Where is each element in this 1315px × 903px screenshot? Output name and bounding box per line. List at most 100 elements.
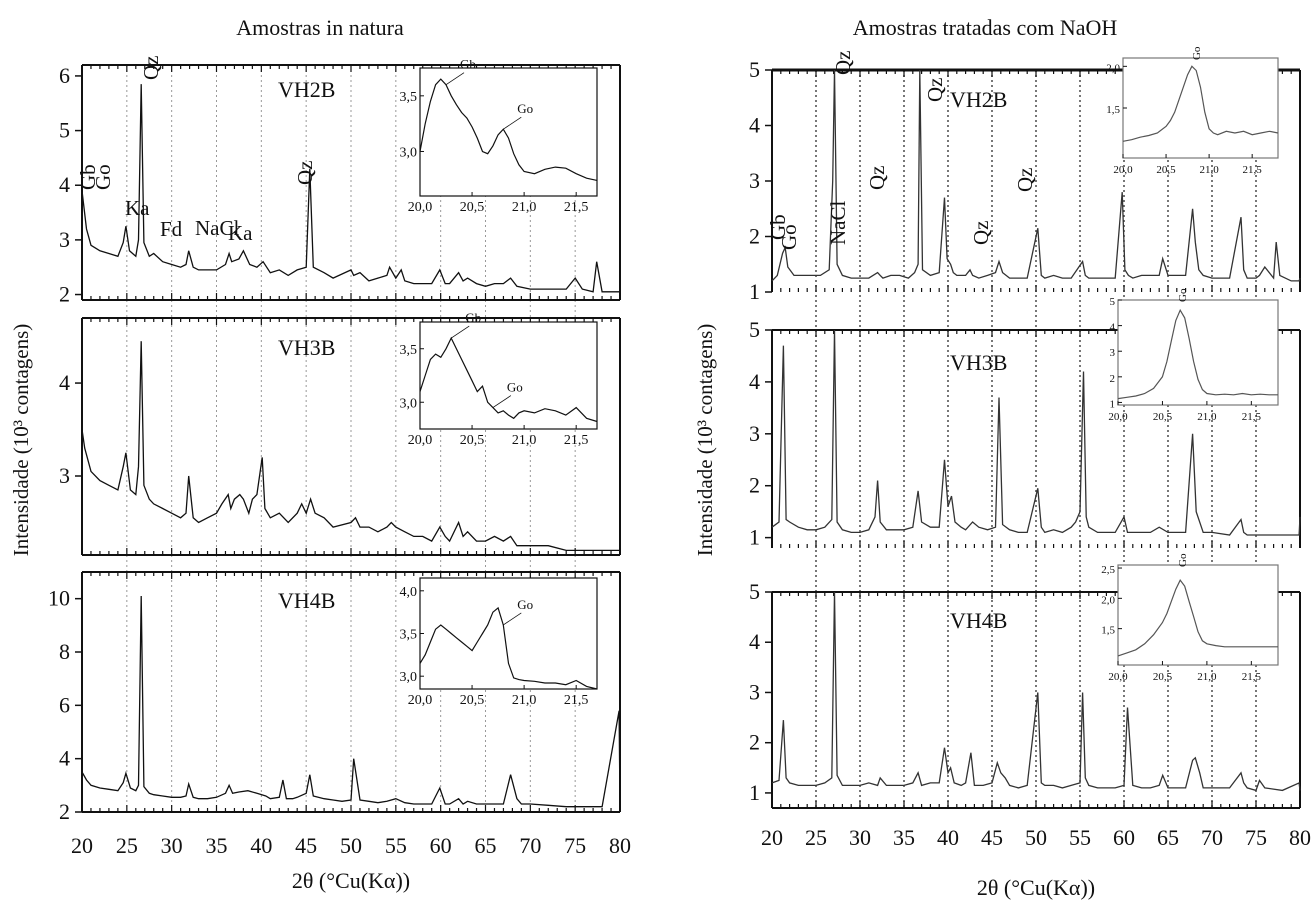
y-tick-label: 5 [59,118,70,143]
inset-x-tick-label: 20,5 [1156,164,1176,176]
y-tick-label: 6 [59,63,70,88]
diffractogram-line [81,341,620,552]
y-tick-label: 10 [48,586,70,611]
x-tick-label: 45 [295,833,317,858]
inset-x-tick-label: 20,0 [1108,671,1128,683]
x-tick-label: 80 [609,833,631,858]
chart-2: Amostras tratadas com NaOH Intensidade (1… [693,15,1311,900]
inset-x-tick-label: 21,5 [564,200,589,215]
y-tick-label: 4 [749,113,760,138]
x-tick-label: 40 [937,825,959,850]
inset-x-tick-label: 20,0 [1113,164,1133,176]
y-tick-label: 1 [749,780,760,805]
x-tick-label: 20 [71,833,93,858]
y-tick-label: 1 [749,525,760,550]
peak-label: Qz [969,221,993,246]
x-tick-label: 55 [1069,825,1091,850]
x-tick-label: 80 [1289,825,1311,850]
sample-label: VH2B [278,77,335,102]
inset-line [1117,579,1278,657]
x-tick-label: 65 [1157,825,1179,850]
inset-frame [419,67,598,197]
grid-lines [815,70,1257,808]
inset-peak-label: Gb [465,310,481,325]
inset-vh4b: 20,0 20,5 21,0 21,5 1,5 2,0 2,5 Go [1101,553,1279,683]
inset-vh2b: 20,0 20,5 21,0 21,5 3,0 3,5 Gb Go [400,57,598,215]
inset-x-tick-label: 20,5 [460,200,485,215]
y-tick-label: 2 [749,730,760,755]
inset-x-tick-label: 21,5 [1242,411,1262,423]
inset-y-tick-label: 4,0 [400,585,418,600]
inset-label-leader [503,116,522,130]
diffractogram-line [81,84,620,293]
x-tick-label: 70 [519,833,541,858]
panel-vh4b: 2 4 6 8 10 VH4B 20,0 20,5 21,0 21,5 3,0 3,5 4,0 Go [48,571,621,824]
x-tick-label: 30 [161,833,183,858]
x-tick-label: 70 [1201,825,1223,850]
chart-1: Amostras in natura Intensidade (10³ conta… [9,15,631,893]
inset-vh3b: 20,0 20,5 21,0 21,5 3,0 3,5 Gb Go [400,310,598,448]
x-axis-label: 2θ (°Cu(Kα)) [292,868,410,893]
inset-label-leader [451,325,470,339]
inset-x-tick-label: 20,0 [1108,411,1128,423]
inset-y-tick-label: 2 [1110,373,1116,385]
x-tick-label: 35 [206,833,228,858]
x-tick-label: 45 [981,825,1003,850]
y-tick-label: 4 [749,369,760,394]
x-tick-label: 35 [893,825,915,850]
inset-y-tick-label: 3,0 [400,396,418,411]
inset-y-tick-label: 1,5 [1101,625,1115,637]
diffractogram-line [771,591,1301,792]
inset-y-tick-label: 5 [1110,296,1116,308]
sample-label: VH2B [950,87,1007,112]
inset-peak-label: Gb [460,57,476,72]
inset-x-tick-label: 21,0 [1197,671,1217,683]
inset-peak-label: Go [1191,46,1203,60]
inset-peak-label: Go [1177,288,1189,302]
x-tick-label: 30 [849,825,871,850]
inset-line [419,606,598,690]
inset-x-tick-label: 20,0 [408,693,433,708]
y-tick-label: 4 [749,629,760,654]
y-tick-label: 1 [749,279,760,304]
x-tick-label: 25 [805,825,827,850]
y-tick-label: 2 [749,224,760,249]
y-tick-label: 3 [749,679,760,704]
y-tick-label: 3 [59,463,70,488]
peak-label: Qz [923,78,947,103]
y-axis-label: Intensidade (10³ contagens) [9,324,33,557]
peak-label: Ka [228,221,253,245]
peak-label: Fd [160,217,183,241]
inset-peak-label: Go [507,380,523,395]
peak-label: Qz [831,51,855,76]
sample-label: VH3B [278,335,335,360]
inset-y-tick-label: 4 [1110,322,1116,334]
x-axis-label: 2θ (°Cu(Kα)) [977,875,1095,900]
inset-frame [1117,299,1279,406]
inset-x-tick-label: 21,5 [1242,671,1262,683]
inset-x-tick-label: 21,5 [564,433,589,448]
x-tick-label: 50 [340,833,362,858]
diffractogram-line [81,595,621,808]
inset-y-tick-label: 3,5 [400,343,418,358]
x-tick-label: 25 [116,833,138,858]
inset-x-tick-label: 20,5 [1153,411,1173,423]
inset-y-tick-label: 3 [1110,347,1116,359]
inset-y-tick-label: 1 [1110,398,1116,410]
inset-y-tick-label: 3,5 [400,90,418,105]
y-tick-label: 3 [749,168,760,193]
inset-y-tick-label: 3,5 [400,628,418,643]
peak-label: Gb [76,164,100,190]
y-tick-label: 5 [749,579,760,604]
chart-title: Amostras in natura [236,15,404,40]
y-tick-label: 6 [59,692,70,717]
y-tick-label: 2 [59,282,70,307]
inset-vh2b: 20,0 20,5 21,0 21,5 1,5 2,0 Go [1106,46,1279,176]
inset-y-tick-label: 3,0 [400,670,418,685]
x-tick-label: 40 [250,833,272,858]
inset-label-leader [445,72,465,86]
inset-x-tick-label: 21,5 [1243,164,1263,176]
inset-x-tick-label: 20,0 [408,200,433,215]
